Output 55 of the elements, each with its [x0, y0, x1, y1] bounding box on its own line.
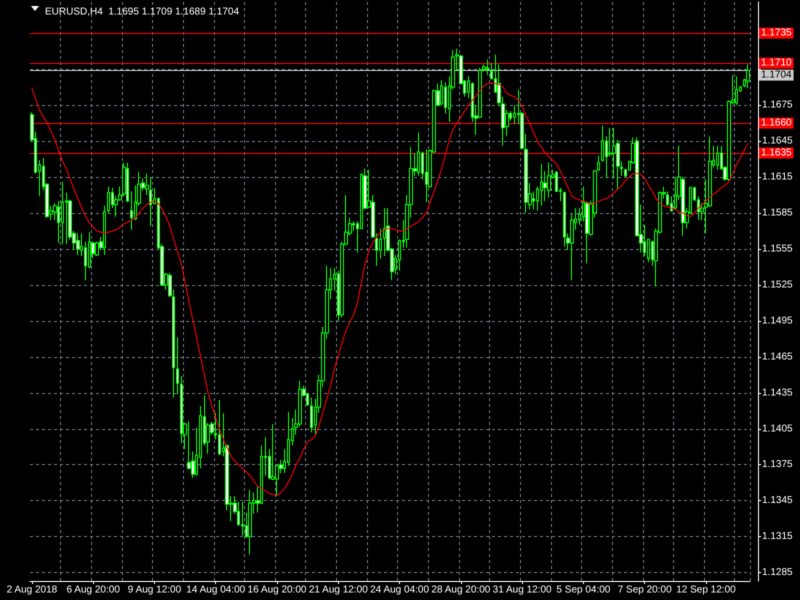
x-tick-label: 16 Aug 20:00: [248, 584, 307, 596]
y-tick-label: 1.1555: [762, 243, 794, 254]
x-tick-label: 7 Sep 20:00: [618, 584, 672, 596]
candlestick: [540, 163, 543, 206]
candlestick: [383, 208, 386, 257]
candlestick: [248, 489, 252, 556]
x-tick-label: 31 Aug 12:00: [492, 584, 552, 596]
y-tick-label: 1.1465: [762, 351, 794, 362]
candlestick: [61, 181, 64, 245]
x-tick-label: 21 Aug 12:00: [308, 584, 368, 596]
ref-line-label: 1.1704: [761, 70, 792, 81]
chart-title: EURUSD,H4 1.1695 1.1709 1.1689 1.1704: [45, 6, 240, 18]
candlestick: [107, 186, 110, 214]
y-tick-label: 1.1375: [762, 459, 794, 470]
y-tick-label: 1.1525: [762, 279, 794, 290]
line-series: [31, 83, 749, 496]
y-tick-label: 1.1585: [762, 207, 794, 218]
ref-line-label: 1.1710: [761, 58, 792, 69]
candlestick: [563, 190, 566, 248]
candlestick: [417, 132, 420, 176]
x-tick-label: 28 Aug 20:00: [431, 584, 491, 596]
x-tick-label: 5 Sep 04:00: [556, 584, 611, 596]
x-tick-label: 24 Aug 04:00: [370, 584, 430, 596]
ref-line-label: 1.1735: [761, 28, 792, 39]
ref-line-label: 1.1660: [761, 118, 792, 129]
candlestick: [76, 232, 80, 256]
x-tick-label: 2 Aug 2018: [6, 584, 58, 596]
candlestick: [716, 145, 719, 170]
x-tick-label: 6 Aug 20:00: [66, 584, 120, 596]
candlestick: [735, 76, 738, 106]
candlestick: [126, 162, 129, 203]
x-tick-label: 14 Aug 04:00: [186, 584, 246, 596]
x-tick-label: 12 Sep 12:00: [676, 584, 736, 596]
candlestick: [310, 397, 313, 433]
candlestick: [425, 148, 428, 203]
y-tick-label: 1.1315: [762, 531, 794, 542]
y-tick-label: 1.1405: [762, 423, 794, 434]
candlestick: [241, 501, 244, 536]
candlestick: [746, 64, 750, 89]
candlestick: [149, 176, 152, 227]
y-tick-label: 1.1345: [762, 495, 794, 506]
y-tick-label: 1.1675: [762, 100, 794, 111]
y-tick-label: 1.1435: [762, 387, 794, 398]
x-tick-label: 9 Aug 12:00: [128, 584, 182, 596]
y-tick-label: 1.1615: [762, 172, 794, 183]
candlestick: [218, 399, 221, 456]
candlestick: [103, 205, 106, 256]
candlestick: [176, 337, 179, 394]
candlestick: [486, 59, 489, 76]
y-tick-label: 1.1285: [762, 567, 794, 578]
candlestick: [547, 162, 551, 198]
y-tick-label: 1.1495: [762, 315, 794, 326]
candlestick: [95, 241, 99, 257]
y-tick-label: 1.1645: [762, 136, 794, 147]
ref-line-label: 1.1635: [761, 148, 792, 159]
